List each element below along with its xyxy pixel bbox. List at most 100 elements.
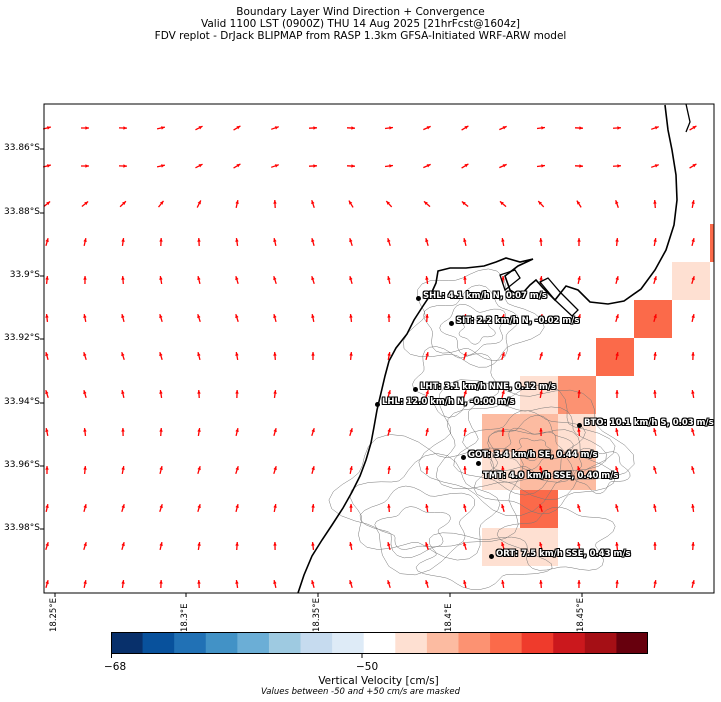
convergence-cell [558, 452, 596, 490]
wind-arrow [384, 126, 394, 130]
wind-arrow [349, 351, 353, 361]
wind-arrow [499, 125, 507, 131]
wind-arrow [235, 541, 239, 551]
wind-arrow [121, 579, 125, 589]
colorbar-segment [584, 632, 617, 654]
wind-arrow [43, 200, 51, 208]
wind-arrow [346, 126, 356, 130]
colorbar-segment [300, 632, 333, 654]
wind-arrow [81, 200, 89, 208]
wind-arrow [121, 313, 125, 323]
colorbar-segment [426, 632, 459, 654]
wind-arrow [653, 351, 657, 361]
wind-arrow [463, 541, 467, 551]
wind-arrow [539, 541, 543, 551]
wind-arrow [159, 503, 163, 513]
station-label-got: GOT: 3.4 km/h SE, 0.44 m/s [468, 450, 598, 460]
wind-arrow [311, 313, 315, 323]
contour-line [359, 485, 476, 559]
wind-arrow [197, 541, 201, 551]
wind-arrow [425, 465, 429, 475]
wind-arrow [311, 427, 315, 437]
convergence-shading [482, 224, 714, 566]
lat-tick-label: 33.92°S [4, 333, 40, 343]
wind-arrow [691, 237, 695, 247]
contour-line [349, 453, 501, 561]
contour-line [418, 379, 635, 517]
wind-arrow [197, 579, 201, 589]
wind-arrow [423, 200, 431, 208]
station-label-ort: ORT: 7.5 km/h SSE, 0.43 m/s [496, 549, 631, 559]
station-marker [375, 402, 380, 407]
lon-tick-label: 18.35°E [312, 598, 322, 632]
wind-arrow [273, 503, 277, 513]
wind-arrow [235, 465, 239, 475]
wind-arrow [577, 579, 581, 589]
contour-line [496, 506, 616, 571]
title-line-2: Valid 1100 LST (0900Z) THU 14 Aug 2025 [… [201, 18, 520, 30]
wind-arrow [45, 275, 49, 285]
wind-arrow [425, 427, 429, 437]
wind-arrow [311, 237, 315, 247]
contour-line [458, 316, 496, 345]
wind-arrow [45, 351, 49, 361]
colorbar-segment [616, 632, 648, 654]
wind-arrow [612, 164, 622, 168]
wind-arrow [311, 465, 315, 475]
wind-arrow [577, 389, 581, 399]
wind-arrow [463, 275, 467, 285]
convergence-cell [482, 528, 520, 566]
wind-arrow [83, 503, 87, 513]
wind-arrow [425, 389, 429, 399]
wind-arrow [348, 200, 354, 208]
wind-arrow [536, 164, 546, 168]
wind-arrow [461, 125, 469, 131]
wind-arrow [461, 163, 469, 169]
lon-tick-label: 18.4°E [444, 603, 454, 632]
wind-arrow [197, 465, 201, 475]
colorbar-label: Vertical Velocity [cm/s] [318, 675, 439, 687]
wind-arrow [273, 199, 277, 209]
wind-arrow [159, 237, 163, 247]
wind-arrow [425, 503, 429, 513]
colorbar-segment [395, 632, 428, 654]
wind-arrow [461, 201, 469, 207]
station-label-bto: BTO: 10.1 km/h S, 0.03 m/s [584, 418, 714, 428]
lat-tick-label: 33.86°S [4, 143, 40, 153]
wind-arrow [691, 427, 695, 437]
colorbar-note: Values between -50 and +50 cm/s are mask… [260, 687, 460, 697]
convergence-cell [710, 224, 714, 262]
station-marker [577, 423, 582, 428]
wind-arrow [463, 427, 467, 437]
wind-arrow [156, 164, 166, 168]
wind-arrow [539, 503, 543, 513]
wind-arrow [653, 313, 657, 323]
contour-line [473, 429, 616, 515]
wind-arrow [273, 275, 277, 285]
wind-arrow [691, 465, 695, 475]
wind-arrow [83, 541, 87, 551]
colorbar-segment [553, 632, 586, 654]
wind-arrow [346, 164, 356, 168]
wind-arrow [387, 579, 391, 589]
wind-arrow [689, 125, 697, 131]
wind-arrow [159, 465, 163, 475]
wind-arrow [615, 541, 619, 551]
wind-arrow [159, 389, 163, 399]
station-marker [489, 554, 494, 559]
wind-arrow [387, 313, 391, 323]
wind-arrow [385, 200, 393, 208]
wind-arrow [651, 126, 659, 130]
wind-arrow [80, 164, 90, 168]
wind-arrow [121, 503, 125, 513]
contour-line [462, 410, 586, 483]
lat-tick-label: 33.88°S [4, 207, 40, 217]
wind-arrow [159, 313, 163, 323]
wind-arrow [197, 351, 201, 361]
wind-arrow [121, 465, 125, 475]
wind-arrow [308, 126, 318, 130]
wind-arrow [121, 237, 125, 247]
wind-arrow [615, 579, 619, 589]
wind-arrow [425, 351, 429, 361]
